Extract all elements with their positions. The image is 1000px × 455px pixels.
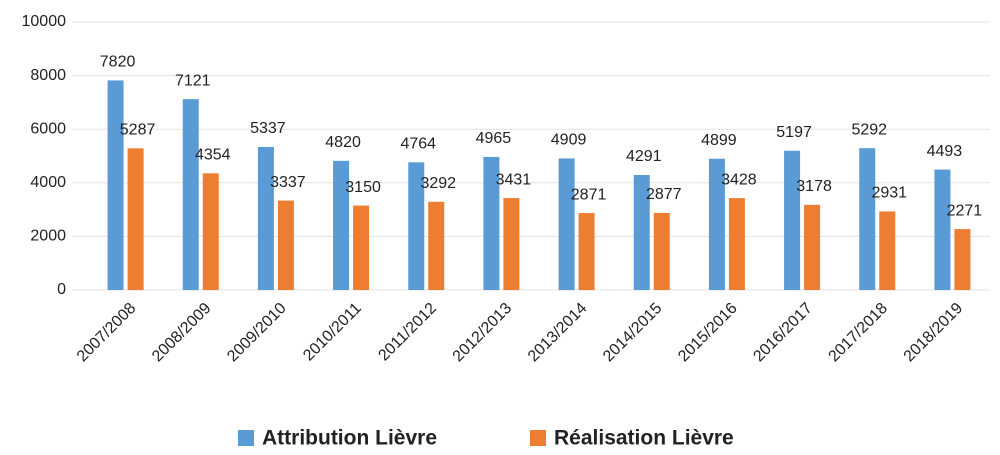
- data-label: 5287: [120, 122, 156, 139]
- bar: [578, 213, 595, 290]
- data-label: 4291: [626, 148, 662, 165]
- bar: [333, 160, 350, 290]
- data-label: 4965: [476, 130, 512, 147]
- data-label: 3337: [270, 174, 306, 191]
- data-label: 3150: [345, 179, 381, 196]
- x-tick-label: 2009/2010: [224, 300, 290, 366]
- data-label: 3178: [796, 178, 832, 195]
- legend-text: Réalisation Lièvre: [554, 427, 734, 450]
- bar: [277, 200, 294, 290]
- bar: [859, 148, 876, 290]
- bar: [934, 169, 951, 290]
- data-label: 4354: [195, 147, 231, 164]
- y-tick-label: 10000: [22, 13, 67, 30]
- data-label: 3431: [496, 171, 532, 188]
- bar: [483, 156, 500, 290]
- data-label: 4899: [701, 132, 737, 149]
- bar: [127, 148, 144, 290]
- bar: [428, 201, 445, 290]
- legend-swatch: [530, 430, 546, 446]
- bar: [708, 158, 725, 290]
- bar: [633, 175, 650, 290]
- data-label: 4909: [551, 132, 587, 149]
- x-tick-label: 2016/2017: [750, 300, 816, 366]
- bar: [257, 146, 274, 290]
- bar: [353, 205, 370, 290]
- data-label: 5292: [851, 121, 887, 138]
- x-tick-label: 2017/2018: [826, 300, 892, 366]
- x-tick-label: 2011/2012: [375, 300, 440, 365]
- x-tick-label: 2018/2019: [901, 300, 967, 366]
- data-label: 2271: [947, 202, 983, 219]
- y-tick-label: 8000: [30, 67, 66, 84]
- x-tick-label: 2007/2008: [74, 300, 140, 366]
- bar: [202, 173, 219, 290]
- data-label: 2871: [571, 186, 607, 203]
- data-label: 4764: [400, 136, 436, 153]
- y-tick-label: 0: [57, 281, 66, 298]
- bar: [558, 158, 575, 290]
- bar: [879, 211, 896, 290]
- legend-swatch: [238, 430, 254, 446]
- data-label: 7820: [100, 54, 136, 71]
- x-tick-label: 2015/2016: [675, 300, 741, 366]
- y-tick-label: 6000: [30, 120, 66, 137]
- bar: [408, 162, 425, 290]
- data-label: 3292: [420, 175, 456, 192]
- x-tick-label: 2014/2015: [600, 300, 666, 366]
- data-label: 2877: [646, 186, 682, 203]
- data-label: 7121: [175, 72, 211, 89]
- x-tick-label: 2010/2011: [300, 300, 365, 365]
- bar: [728, 198, 745, 290]
- bar: [107, 80, 124, 290]
- data-label: 4820: [325, 134, 361, 151]
- bar: [784, 150, 801, 290]
- bar: [503, 198, 520, 290]
- data-label: 4493: [927, 143, 963, 160]
- bar: [182, 99, 199, 291]
- data-label: 2931: [871, 185, 907, 202]
- data-label: 3428: [721, 171, 757, 188]
- bar: [653, 212, 670, 290]
- data-label: 5337: [250, 120, 286, 137]
- data-label: 5197: [776, 124, 812, 141]
- y-tick-label: 2000: [30, 228, 66, 245]
- x-tick-label: 2012/2013: [450, 300, 516, 366]
- x-tick-label: 2013/2014: [525, 300, 591, 366]
- legend-text: Attribution Lièvre: [262, 427, 437, 450]
- y-tick-label: 4000: [30, 174, 66, 191]
- bar: [954, 229, 971, 290]
- x-tick-label: 2008/2009: [149, 300, 215, 366]
- bar: [804, 204, 821, 290]
